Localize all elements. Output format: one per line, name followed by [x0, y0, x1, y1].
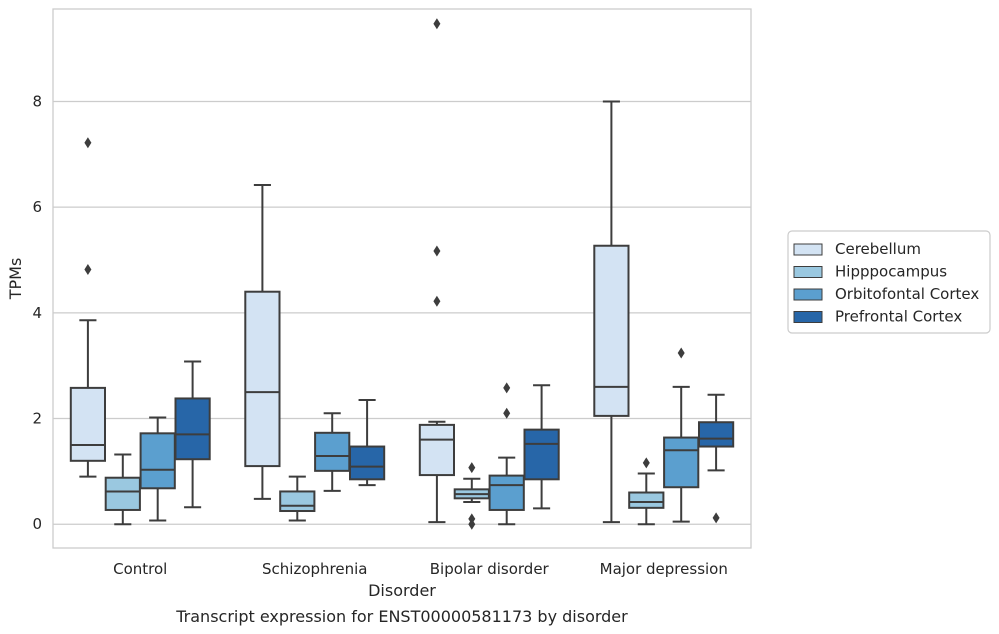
box-iqr [348, 445, 386, 481]
box-iqr [523, 428, 560, 481]
box-iqr [418, 423, 456, 477]
box-iqr [104, 476, 141, 511]
outlier-point [84, 264, 92, 276]
box-series [69, 18, 735, 530]
legend-entry: Hipppocampus [793, 263, 947, 281]
outlier-point [433, 18, 441, 30]
box-plot [314, 412, 351, 492]
legend-label: Prefrontal Cortex [835, 308, 962, 326]
x-tick-label: Control [113, 560, 167, 578]
box-plot [348, 399, 386, 487]
series-cerebellum [69, 18, 630, 524]
y-tick-label: 6 [32, 198, 42, 216]
legend-entry: Prefrontal Cortex [793, 308, 962, 326]
box-iqr [314, 431, 351, 472]
y-tick-label: 2 [32, 410, 42, 428]
x-axis-title: Disorder [368, 581, 436, 600]
y-axis-title: TPMs [6, 258, 25, 301]
box-plot [174, 360, 211, 509]
axis-ticks: 0 2 4 6 8 Control Schizophrenia Bipolar disorde… [32, 92, 727, 578]
box-iqr [628, 491, 665, 509]
box-plot [453, 462, 490, 530]
outlier-point [503, 407, 511, 419]
box-iqr [697, 421, 735, 448]
box-plot [418, 18, 456, 524]
box-plot [69, 137, 107, 478]
box-iqr [279, 490, 316, 513]
legend-swatch [793, 288, 823, 301]
x-tick-label: Bipolar disorder [430, 560, 550, 578]
legend-label: Orbitofontal Cortex [835, 285, 979, 303]
series-orbitofontal-cortex [139, 347, 700, 526]
y-tick-label: 4 [32, 304, 42, 322]
plot-frame [52, 8, 752, 549]
legend: Cerebellum Hipppocampus Orbitofontal Corte… [787, 230, 991, 334]
chart-caption: Transcript expression for ENST0000058117… [175, 607, 628, 626]
box-plot [244, 183, 281, 500]
outlier-point [84, 137, 92, 149]
outlier-point [433, 245, 441, 257]
x-tick-label: Major depression [600, 560, 728, 578]
box-plot [697, 393, 735, 524]
box-iqr [69, 386, 107, 462]
y-tick-label: 0 [32, 515, 42, 533]
legend-swatch [793, 311, 823, 323]
legend-swatch [793, 266, 823, 278]
box-iqr [244, 290, 281, 468]
box-plot [104, 453, 141, 526]
outlier-point [433, 295, 441, 307]
box-plot [628, 457, 665, 526]
box-iqr [593, 244, 630, 417]
outlier-point [712, 512, 720, 524]
legend-label: Hipppocampus [835, 263, 947, 281]
legend-entry: Orbitofontal Cortex [793, 285, 979, 303]
x-tick-label: Schizophrenia [262, 560, 367, 578]
outlier-point [468, 513, 476, 525]
outlier-point [642, 457, 650, 469]
outlier-point [503, 382, 511, 394]
box-plot [663, 347, 700, 523]
box-plot [488, 382, 525, 526]
box-iqr [174, 397, 211, 461]
box-iqr [488, 474, 525, 511]
outlier-point [468, 462, 476, 474]
box-plot [593, 100, 630, 524]
box-plot [279, 475, 316, 522]
grid-lines [53, 100, 751, 525]
legend-frame [787, 230, 991, 334]
series-hipppocampus [104, 453, 665, 530]
box-iqr [139, 432, 176, 490]
y-tick-label: 8 [32, 92, 42, 110]
legend-swatch [793, 243, 823, 256]
legend-label: Cerebellum [835, 240, 921, 258]
box-plot [139, 416, 176, 522]
box-plot [523, 384, 560, 510]
series-prefrontal-cortex [174, 360, 735, 524]
legend-entry: Cerebellum [793, 240, 921, 258]
box-iqr [663, 436, 700, 489]
outlier-point [677, 347, 685, 359]
